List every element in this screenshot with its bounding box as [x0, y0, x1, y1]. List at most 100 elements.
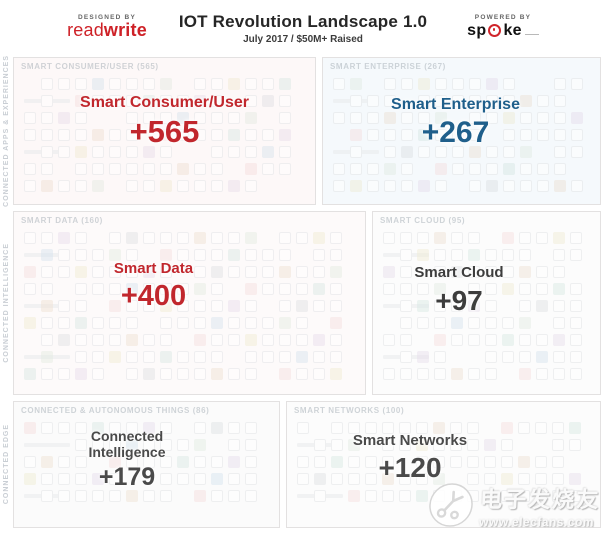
faded-logo-tile [160, 490, 172, 502]
faded-logo-tile [518, 490, 530, 502]
faded-logo-tile [24, 443, 70, 447]
faded-logo-tile [75, 95, 87, 107]
faded-logo-tile [451, 266, 463, 278]
faded-logo-tile [24, 163, 36, 175]
faded-logo-tile [519, 317, 531, 329]
faded-logo-tile [160, 422, 172, 434]
faded-logo-tile [417, 249, 429, 261]
faded-logo-tile [58, 146, 70, 158]
faded-logo-tile [143, 266, 155, 278]
faded-logo-tile [451, 300, 463, 312]
faded-logo-tile [194, 163, 206, 175]
faded-logo-tile [553, 300, 565, 312]
faded-logo-tile [467, 422, 479, 434]
faded-logo-tile [468, 300, 480, 312]
faded-logo-tile [297, 422, 309, 434]
faded-logo-tile [367, 95, 379, 107]
faded-logo-tile [314, 439, 326, 451]
faded-logo-tile [313, 334, 325, 346]
faded-logo-tile [109, 490, 121, 502]
faded-logo-tile [434, 232, 446, 244]
faded-logo-tile [401, 146, 413, 158]
faded-logo-tile [160, 439, 172, 451]
faded-logo-tile [350, 112, 362, 124]
faded-logo-tile [75, 300, 87, 312]
faded-logo-tile [350, 163, 362, 175]
faded-logo-tile [537, 112, 549, 124]
panel-count: +120 [378, 452, 442, 484]
faded-logo-tile [502, 351, 514, 363]
faded-logo-tile [160, 129, 172, 141]
panel-overlay: Smart Consumer/User +565 [45, 94, 285, 150]
faded-logo-tile [160, 334, 172, 346]
faded-logo-tile [245, 422, 257, 434]
faded-logo-tile [262, 266, 274, 278]
faded-logo-tile [262, 78, 274, 90]
faded-logo-tile [553, 232, 565, 244]
faded-logo-tile [58, 368, 70, 380]
faded-logo-tile [58, 249, 70, 261]
faded-logo-tile [537, 95, 549, 107]
panel-header-label: SMART DATA (160) [21, 216, 103, 225]
faded-logo-tile [348, 473, 360, 485]
faded-logo-tile [194, 112, 206, 124]
faded-logo-tile [553, 283, 565, 295]
faded-logo-tile [537, 78, 549, 90]
faded-logo-tile [382, 439, 394, 451]
faded-logo-tile [24, 334, 36, 346]
faded-logo-tile [503, 78, 515, 90]
faded-logo-tile [245, 317, 257, 329]
faded-logo-tile [262, 283, 274, 295]
faded-logo-tile [452, 129, 464, 141]
faded-logo-tile [245, 163, 257, 175]
faded-logo-grid [381, 230, 592, 388]
faded-logo-tile [434, 249, 446, 261]
faded-logo-tile [92, 95, 104, 107]
spoke-logo: POWERED BY sp ke [448, 14, 558, 40]
faded-logo-tile [535, 422, 547, 434]
faded-logo-tile [75, 232, 87, 244]
panel-count: +267 [421, 116, 490, 150]
faded-logo-tile [469, 95, 481, 107]
panel-connected-autonomous-things: CONNECTED & AUTONOMOUS THINGS (86) Conne… [13, 401, 280, 528]
faded-logo-tile [228, 163, 240, 175]
faded-logo-tile [194, 129, 206, 141]
faded-logo-tile [245, 456, 257, 468]
band-label-edge: CONNECTED EDGE [3, 424, 10, 505]
faded-logo-tile [245, 112, 257, 124]
faded-logo-tile [92, 163, 104, 175]
faded-logo-tile [211, 351, 223, 363]
faded-logo-tile [333, 112, 345, 124]
faded-logo-tile [502, 249, 514, 261]
faded-logo-tile [384, 78, 396, 90]
faded-logo-tile [383, 266, 395, 278]
faded-logo-tile [382, 422, 394, 434]
faded-logo-tile [126, 300, 138, 312]
faded-logo-tile [434, 334, 446, 346]
faded-logo-tile [452, 78, 464, 90]
panel-title: Connected Intelligence [88, 428, 166, 461]
faded-logo-tile [126, 351, 138, 363]
faded-logo-tile [554, 163, 566, 175]
spoke-tail-decoration [524, 33, 539, 35]
faded-logo-tile [417, 317, 429, 329]
faded-logo-tile [435, 163, 447, 175]
faded-logo-tile [92, 146, 104, 158]
faded-logo-tile [109, 249, 121, 261]
faded-logo-tile [536, 334, 548, 346]
spoke-wheel-icon [488, 24, 502, 38]
faded-logo-tile [434, 368, 446, 380]
faded-logo-tile [245, 473, 257, 485]
faded-logo-tile [41, 232, 53, 244]
faded-logo-tile [297, 473, 309, 485]
faded-logo-tile [279, 249, 291, 261]
faded-logo-tile [503, 112, 515, 124]
faded-logo-tile [486, 112, 498, 124]
faded-logo-tile [348, 422, 360, 434]
faded-logo-tile [75, 456, 87, 468]
faded-logo-tile [536, 283, 548, 295]
faded-logo-tile [75, 163, 87, 175]
faded-logo-tile [348, 456, 360, 468]
faded-logo-tile [569, 439, 581, 451]
faded-logo-tile [570, 317, 582, 329]
